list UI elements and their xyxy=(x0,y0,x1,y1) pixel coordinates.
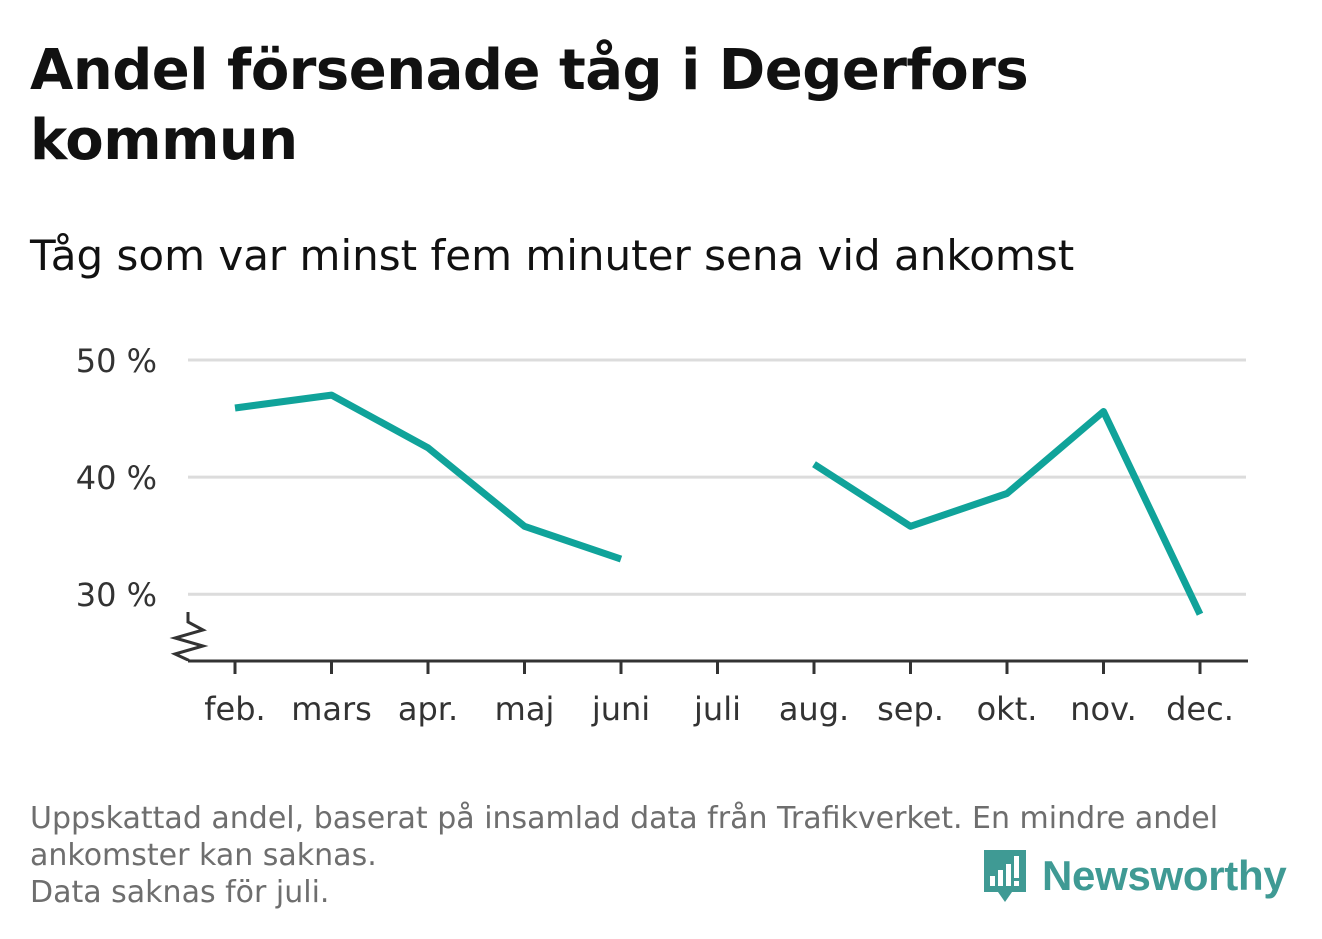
x-tick-label: juli xyxy=(693,690,741,728)
brand-name: Newsworthy xyxy=(1042,852,1287,899)
data-series xyxy=(234,391,1204,616)
footnote: Uppskattad andel, baserat på insamlad da… xyxy=(30,800,1280,911)
footnote-line: Data saknas för juli. xyxy=(30,875,330,910)
x-tick-label: dec. xyxy=(1166,690,1234,728)
x-tick-label: okt. xyxy=(977,690,1038,728)
series-line-segment xyxy=(812,408,1204,616)
chart-subtitle: Tåg som var minst fem minuter sena vid a… xyxy=(30,231,1075,280)
brand-logo: Newsworthy xyxy=(980,846,1287,906)
grid-lines xyxy=(188,358,1246,596)
line-chart: 30 % 40 % 50 % feb. mars apr. maj juni juli aug.… xyxy=(76,342,1248,728)
chart-title: Andel försenade tåg i Degerfors kommun xyxy=(30,38,1029,173)
y-tick-labels: 30 % 40 % 50 % xyxy=(76,342,157,614)
x-tick-label: mars xyxy=(291,690,372,728)
x-tick-label: sep. xyxy=(877,690,944,728)
footnote-line: ankomster kan saknas. xyxy=(30,838,377,873)
x-tick-label: aug. xyxy=(779,690,849,728)
y-tick-label: 40 % xyxy=(76,459,157,497)
y-tick-label: 50 % xyxy=(76,342,157,380)
x-tick-label: juni xyxy=(591,690,650,728)
x-tick-label: feb. xyxy=(204,690,265,728)
newsworthy-logo-icon xyxy=(984,850,1026,902)
axis-break-icon xyxy=(169,612,209,662)
x-tick-label: maj xyxy=(495,690,555,728)
x-tick-label: apr. xyxy=(398,690,458,728)
x-tick-label: nov. xyxy=(1070,690,1136,728)
x-axis xyxy=(169,612,1248,674)
series-line-segment xyxy=(234,391,623,563)
y-tick-label: 30 % xyxy=(76,576,157,614)
footnote-line: Uppskattad andel, baserat på insamlad da… xyxy=(30,801,1219,836)
x-tick-labels: feb. mars apr. maj juni juli aug. sep. okt. nov. d… xyxy=(204,690,1234,728)
